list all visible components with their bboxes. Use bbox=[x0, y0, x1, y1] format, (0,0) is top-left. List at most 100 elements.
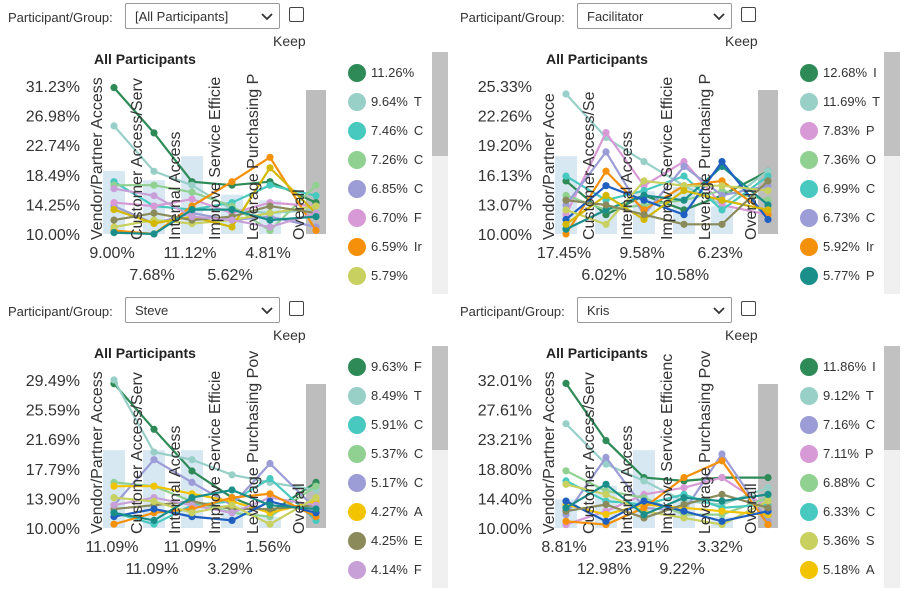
data-point[interactable] bbox=[562, 172, 570, 180]
series-line[interactable] bbox=[565, 452, 769, 522]
data-point[interactable] bbox=[602, 201, 610, 209]
legend-scrollbar[interactable] bbox=[884, 52, 900, 294]
data-point[interactable] bbox=[680, 500, 688, 509]
data-point[interactable] bbox=[718, 517, 726, 525]
participant-group-select[interactable]: Kris bbox=[577, 297, 732, 323]
data-point[interactable] bbox=[110, 206, 118, 214]
data-point[interactable] bbox=[228, 471, 236, 479]
data-point[interactable] bbox=[764, 521, 772, 529]
data-point[interactable] bbox=[312, 505, 320, 513]
data-point[interactable] bbox=[150, 129, 158, 137]
data-point[interactable] bbox=[150, 181, 158, 189]
keep-checkbox[interactable] bbox=[741, 301, 756, 316]
data-point[interactable] bbox=[188, 467, 196, 475]
data-point[interactable] bbox=[228, 216, 236, 224]
scrollbar-thumb[interactable] bbox=[432, 346, 448, 450]
series-line[interactable] bbox=[113, 500, 317, 522]
data-point[interactable] bbox=[718, 206, 726, 214]
series-line[interactable] bbox=[565, 159, 769, 221]
participant-group-select[interactable]: Steve bbox=[125, 297, 280, 323]
data-point[interactable] bbox=[680, 507, 688, 515]
data-point[interactable] bbox=[150, 497, 158, 505]
data-point[interactable] bbox=[718, 182, 726, 190]
data-point[interactable] bbox=[150, 202, 158, 210]
data-point[interactable] bbox=[562, 379, 570, 387]
data-point[interactable] bbox=[266, 475, 274, 483]
data-point[interactable] bbox=[640, 497, 648, 505]
data-point[interactable] bbox=[266, 153, 274, 161]
data-point[interactable] bbox=[150, 456, 158, 464]
data-point[interactable] bbox=[640, 158, 648, 166]
data-point[interactable] bbox=[680, 196, 688, 204]
data-point[interactable] bbox=[562, 420, 570, 428]
series-line[interactable] bbox=[114, 184, 317, 232]
data-point[interactable] bbox=[680, 187, 688, 195]
data-point[interactable] bbox=[718, 196, 726, 204]
data-point[interactable] bbox=[266, 459, 274, 468]
data-point[interactable] bbox=[764, 497, 772, 505]
series-line[interactable] bbox=[113, 187, 317, 229]
data-point[interactable] bbox=[110, 223, 118, 231]
data-point[interactable] bbox=[188, 181, 196, 189]
data-point[interactable] bbox=[110, 482, 118, 490]
participant-group-select[interactable]: [All Participants] bbox=[125, 3, 280, 29]
data-point[interactable] bbox=[150, 209, 158, 217]
legend-scrollbar[interactable] bbox=[432, 346, 448, 588]
data-point[interactable] bbox=[764, 177, 772, 185]
data-point[interactable] bbox=[150, 505, 158, 513]
data-point[interactable] bbox=[150, 230, 158, 238]
data-point[interactable] bbox=[266, 501, 274, 509]
data-point[interactable] bbox=[680, 172, 688, 180]
data-point[interactable] bbox=[266, 164, 274, 172]
data-point[interactable] bbox=[266, 490, 274, 498]
data-point[interactable] bbox=[110, 501, 118, 509]
data-point[interactable] bbox=[150, 219, 158, 228]
data-point[interactable] bbox=[228, 223, 236, 231]
series-line[interactable] bbox=[565, 482, 769, 516]
data-point[interactable] bbox=[266, 223, 274, 231]
data-point[interactable] bbox=[562, 467, 570, 475]
series-line[interactable] bbox=[113, 208, 317, 236]
data-point[interactable] bbox=[266, 209, 274, 217]
data-point[interactable] bbox=[602, 437, 610, 445]
data-point[interactable] bbox=[150, 192, 158, 200]
data-point[interactable] bbox=[312, 213, 320, 221]
data-point[interactable] bbox=[228, 178, 236, 186]
series-line[interactable] bbox=[113, 197, 317, 215]
data-point[interactable] bbox=[718, 158, 726, 166]
data-point[interactable] bbox=[150, 516, 158, 524]
data-point[interactable] bbox=[562, 206, 570, 214]
data-point[interactable] bbox=[562, 504, 570, 512]
data-point[interactable] bbox=[562, 90, 570, 98]
data-point[interactable] bbox=[640, 504, 648, 512]
series-line[interactable] bbox=[113, 496, 317, 526]
data-point[interactable] bbox=[764, 474, 772, 482]
data-point[interactable] bbox=[266, 202, 274, 210]
data-point[interactable] bbox=[602, 167, 610, 175]
data-point[interactable] bbox=[680, 484, 688, 492]
data-point[interactable] bbox=[680, 474, 688, 482]
legend-scrollbar[interactable] bbox=[884, 346, 900, 588]
data-point[interactable] bbox=[110, 84, 118, 92]
data-point[interactable] bbox=[680, 220, 688, 228]
data-point[interactable] bbox=[680, 162, 688, 170]
data-point[interactable] bbox=[562, 497, 570, 505]
data-point[interactable] bbox=[266, 216, 274, 224]
data-point[interactable] bbox=[110, 185, 118, 193]
data-point[interactable] bbox=[228, 206, 236, 214]
scrollbar-thumb[interactable] bbox=[432, 52, 448, 156]
data-point[interactable] bbox=[680, 494, 688, 502]
data-point[interactable] bbox=[150, 448, 158, 456]
data-point[interactable] bbox=[562, 220, 570, 228]
data-point[interactable] bbox=[312, 181, 320, 189]
data-point[interactable] bbox=[150, 482, 158, 490]
series-line[interactable] bbox=[565, 189, 769, 212]
data-point[interactable] bbox=[602, 480, 610, 488]
data-point[interactable] bbox=[110, 376, 118, 384]
data-point[interactable] bbox=[188, 494, 196, 502]
series-line[interactable] bbox=[565, 149, 769, 217]
data-point[interactable] bbox=[110, 216, 118, 224]
data-point[interactable] bbox=[718, 507, 726, 515]
data-point[interactable] bbox=[562, 196, 570, 204]
data-point[interactable] bbox=[602, 148, 610, 156]
